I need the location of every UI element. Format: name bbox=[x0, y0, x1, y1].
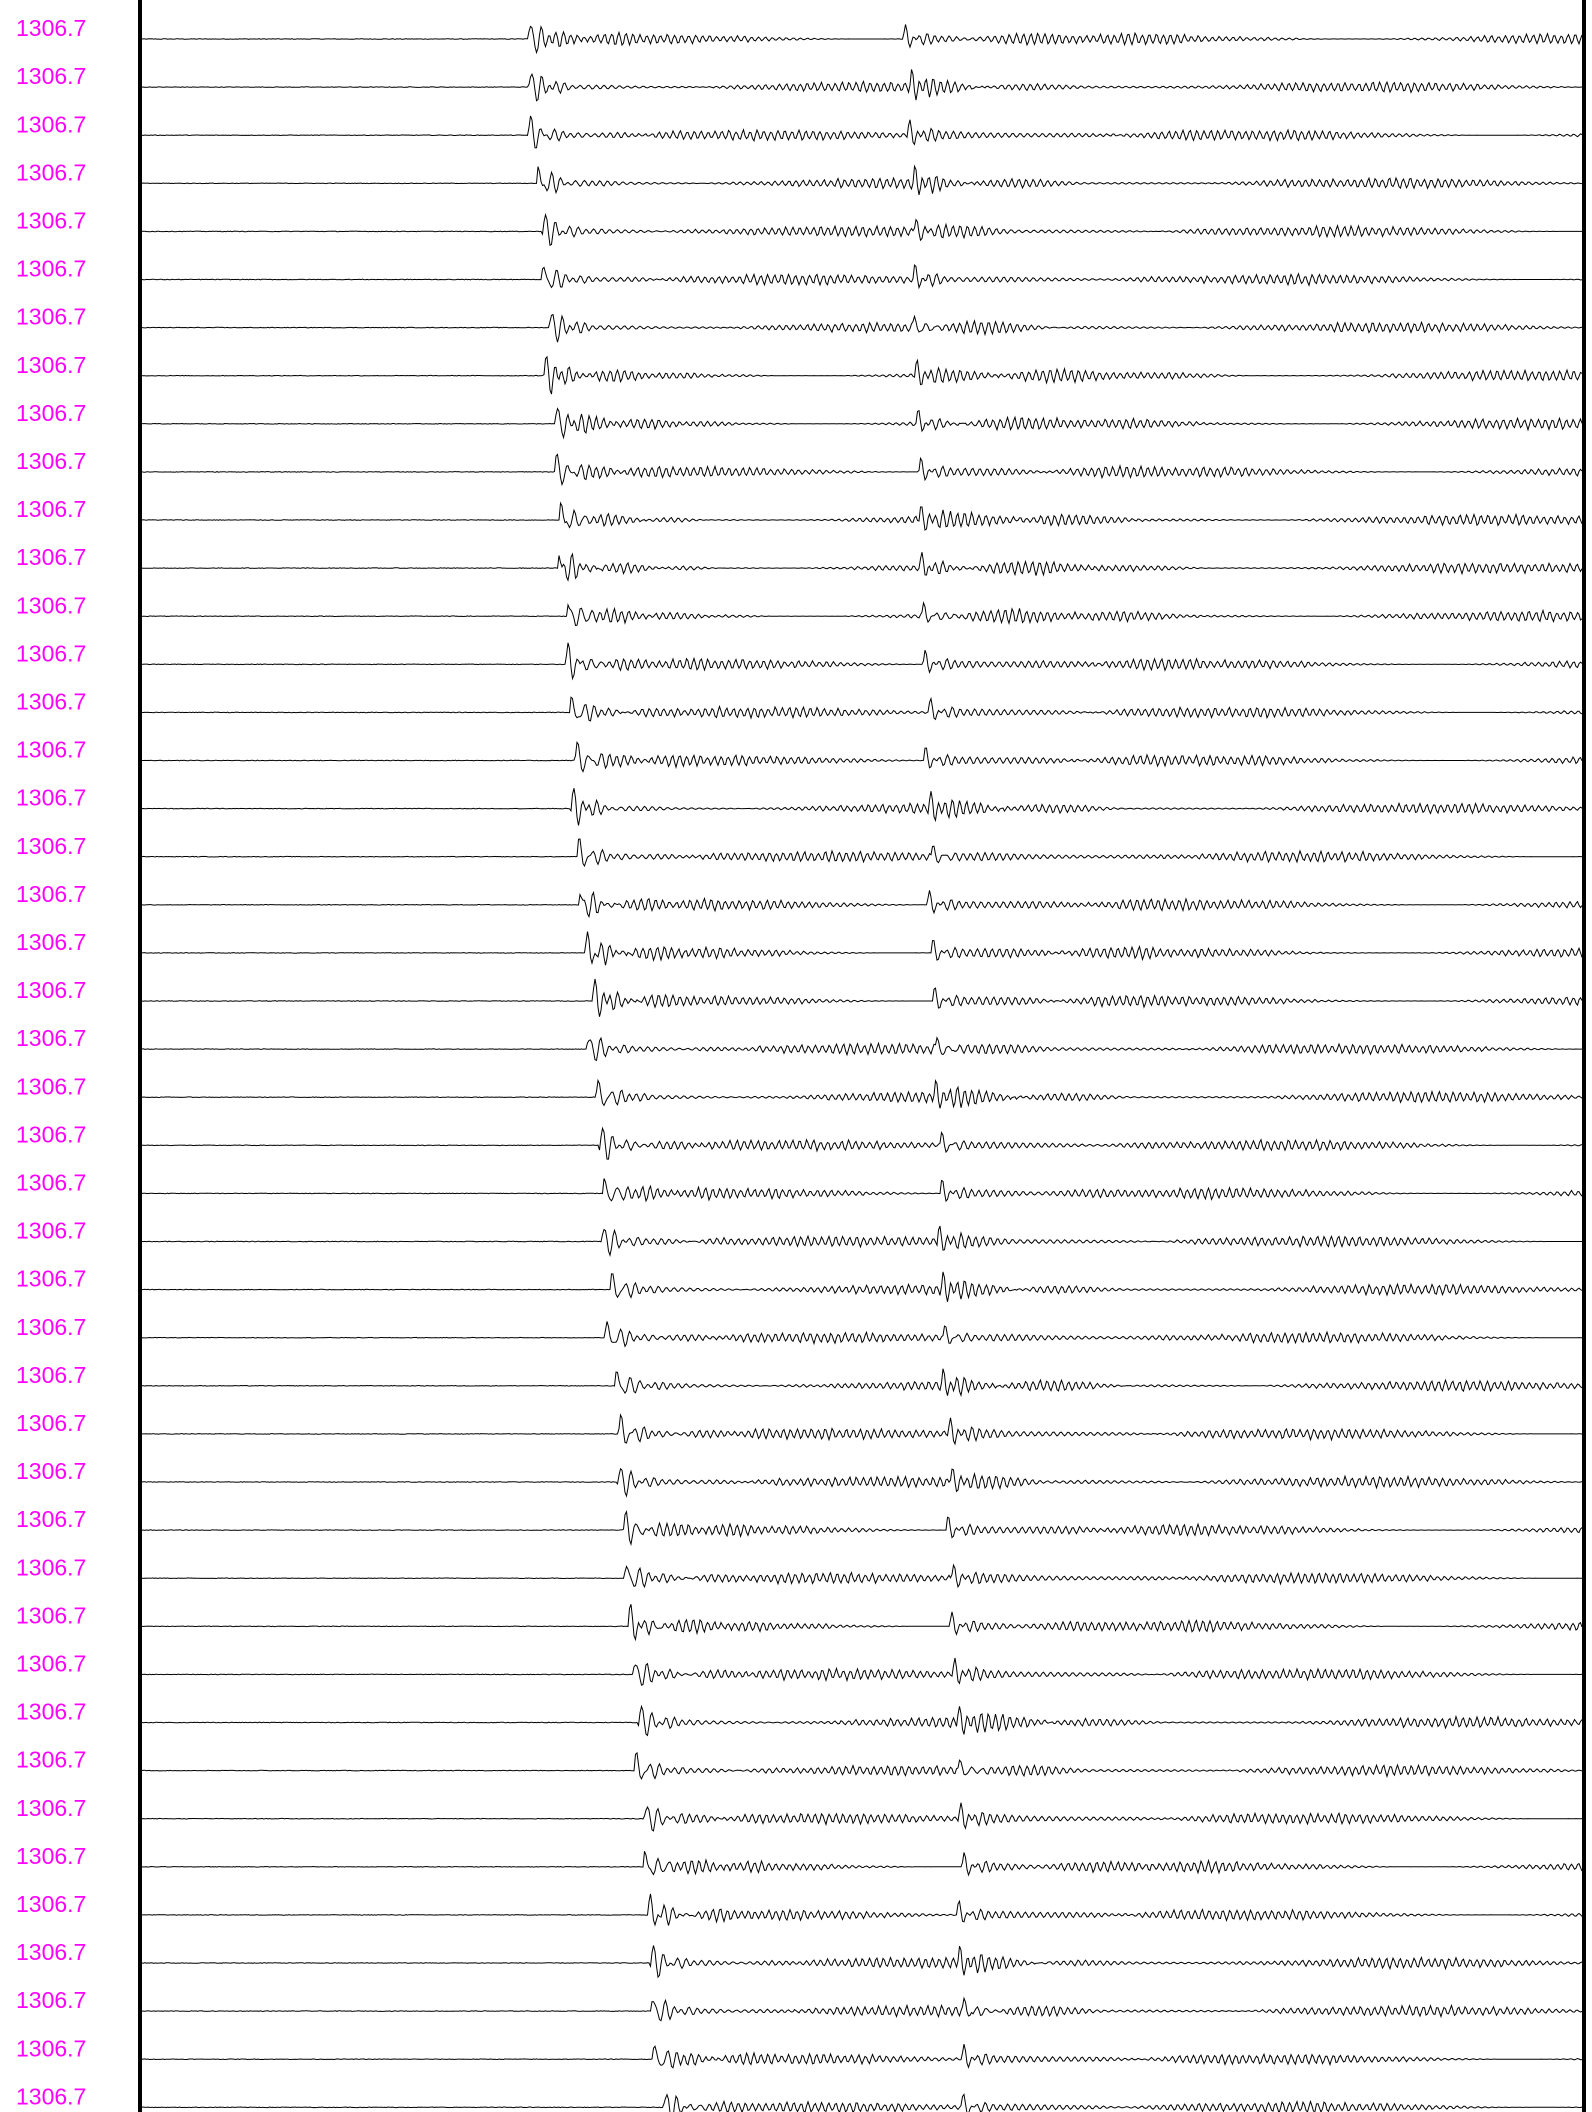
trace-label: 1306.7 bbox=[16, 111, 86, 137]
trace-label: 1306.7 bbox=[16, 256, 86, 282]
trace-label: 1306.7 bbox=[16, 881, 86, 907]
trace-label: 1306.7 bbox=[16, 496, 86, 522]
trace-waveform bbox=[142, 1657, 1583, 1686]
trace-label: 1306.7 bbox=[16, 1410, 86, 1436]
trace-label: 1306.7 bbox=[16, 737, 86, 763]
trace-label: 1306.7 bbox=[16, 1795, 86, 1821]
trace-label: 1306.7 bbox=[16, 1314, 86, 1340]
trace-label: 1306.7 bbox=[16, 2083, 86, 2109]
trace-label: 1306.7 bbox=[16, 1891, 86, 1917]
trace-waveform bbox=[141, 1467, 1583, 1498]
trace-label: 1306.7 bbox=[16, 352, 86, 378]
trace-label: 1306.7 bbox=[16, 640, 86, 666]
trace-label: 1306.7 bbox=[16, 1218, 86, 1244]
trace-label: 1306.7 bbox=[16, 1747, 86, 1773]
trace-label: 1306.7 bbox=[16, 1987, 86, 2013]
trace-label: 1306.7 bbox=[16, 1939, 86, 1965]
trace-waveform bbox=[141, 69, 1583, 102]
trace-label: 1306.7 bbox=[16, 544, 86, 570]
trace-label: 1306.7 bbox=[16, 1554, 86, 1580]
trace-waveform bbox=[141, 978, 1583, 1017]
trace-label: 1306.7 bbox=[16, 15, 86, 41]
trace-waveform bbox=[141, 453, 1583, 487]
trace-waveform bbox=[141, 552, 1583, 582]
trace-waveform bbox=[141, 407, 1583, 440]
trace-waveform bbox=[141, 788, 1583, 826]
trace-label: 1306.7 bbox=[16, 1266, 86, 1292]
trace-waveform bbox=[141, 1851, 1583, 1877]
trace-label: 1306.7 bbox=[16, 400, 86, 426]
trace-waveform bbox=[141, 1271, 1583, 1302]
trace-waveform bbox=[141, 1751, 1583, 1780]
trace-label: 1306.7 bbox=[16, 448, 86, 474]
trace-waveform bbox=[141, 24, 1583, 55]
trace-label: 1306.7 bbox=[16, 1121, 86, 1147]
trace-waveform bbox=[142, 1996, 1583, 2022]
trace-waveform bbox=[142, 1893, 1583, 1927]
trace-waveform bbox=[141, 355, 1583, 395]
trace-waveform bbox=[141, 115, 1583, 149]
traces bbox=[141, 24, 1583, 2112]
trace-waveform bbox=[141, 2043, 1583, 2069]
trace-waveform bbox=[141, 313, 1583, 343]
trace-waveform bbox=[141, 1126, 1583, 1160]
trace-waveform bbox=[141, 1078, 1583, 1109]
trace-label: 1306.7 bbox=[16, 159, 86, 185]
trace-waveform bbox=[141, 1178, 1583, 1203]
trace-label: 1306.7 bbox=[16, 1506, 86, 1532]
trace-label: 1306.7 bbox=[16, 207, 86, 233]
trace-label: 1306.7 bbox=[16, 1602, 86, 1628]
trace-waveform bbox=[141, 642, 1583, 681]
trace-waveform bbox=[142, 601, 1583, 627]
trace-label: 1306.7 bbox=[16, 1843, 86, 1869]
trace-waveform bbox=[141, 1945, 1583, 1979]
trace-label: 1306.7 bbox=[16, 833, 86, 859]
trace-waveform bbox=[141, 1368, 1583, 1398]
trace-label: 1306.7 bbox=[16, 688, 86, 714]
trace-waveform bbox=[141, 264, 1583, 290]
trace-label: 1306.7 bbox=[16, 2035, 86, 2061]
trace-label: 1306.7 bbox=[16, 785, 86, 811]
trace-waveform bbox=[141, 931, 1583, 966]
trace-label: 1306.7 bbox=[16, 1699, 86, 1725]
trace-waveform bbox=[142, 1413, 1583, 1446]
trace-waveform bbox=[141, 1704, 1583, 1737]
trace-label: 1306.7 bbox=[16, 1650, 86, 1676]
trace-waveform bbox=[142, 741, 1583, 773]
trace-label: 1306.7 bbox=[16, 592, 86, 618]
trace-waveform bbox=[141, 890, 1583, 919]
trace-label: 1306.7 bbox=[16, 1458, 86, 1484]
trace-waveform bbox=[141, 1563, 1583, 1589]
trace-label: 1306.7 bbox=[16, 304, 86, 330]
trace-label: 1306.7 bbox=[16, 929, 86, 955]
trace-waveform bbox=[141, 2093, 1583, 2112]
trace-waveform bbox=[141, 212, 1582, 247]
trace-waveform bbox=[141, 838, 1583, 868]
trace-waveform bbox=[141, 696, 1583, 722]
trace-label: 1306.7 bbox=[16, 1362, 86, 1388]
trace-waveform bbox=[142, 1510, 1583, 1547]
trace-label: 1306.7 bbox=[16, 1025, 86, 1051]
trace-label: 1306.7 bbox=[16, 1073, 86, 1099]
trace-waveform bbox=[141, 1604, 1583, 1642]
trace-waveform bbox=[141, 1225, 1582, 1258]
trace-waveform bbox=[141, 164, 1583, 196]
trace-label: 1306.7 bbox=[16, 977, 86, 1003]
trace-waveform bbox=[141, 1802, 1583, 1832]
trace-label: 1306.7 bbox=[16, 63, 86, 89]
trace-waveform bbox=[141, 1036, 1582, 1062]
trace-waveform bbox=[141, 1321, 1583, 1348]
trace-label: 1306.7 bbox=[16, 1169, 86, 1195]
trace-waveform bbox=[141, 501, 1583, 531]
